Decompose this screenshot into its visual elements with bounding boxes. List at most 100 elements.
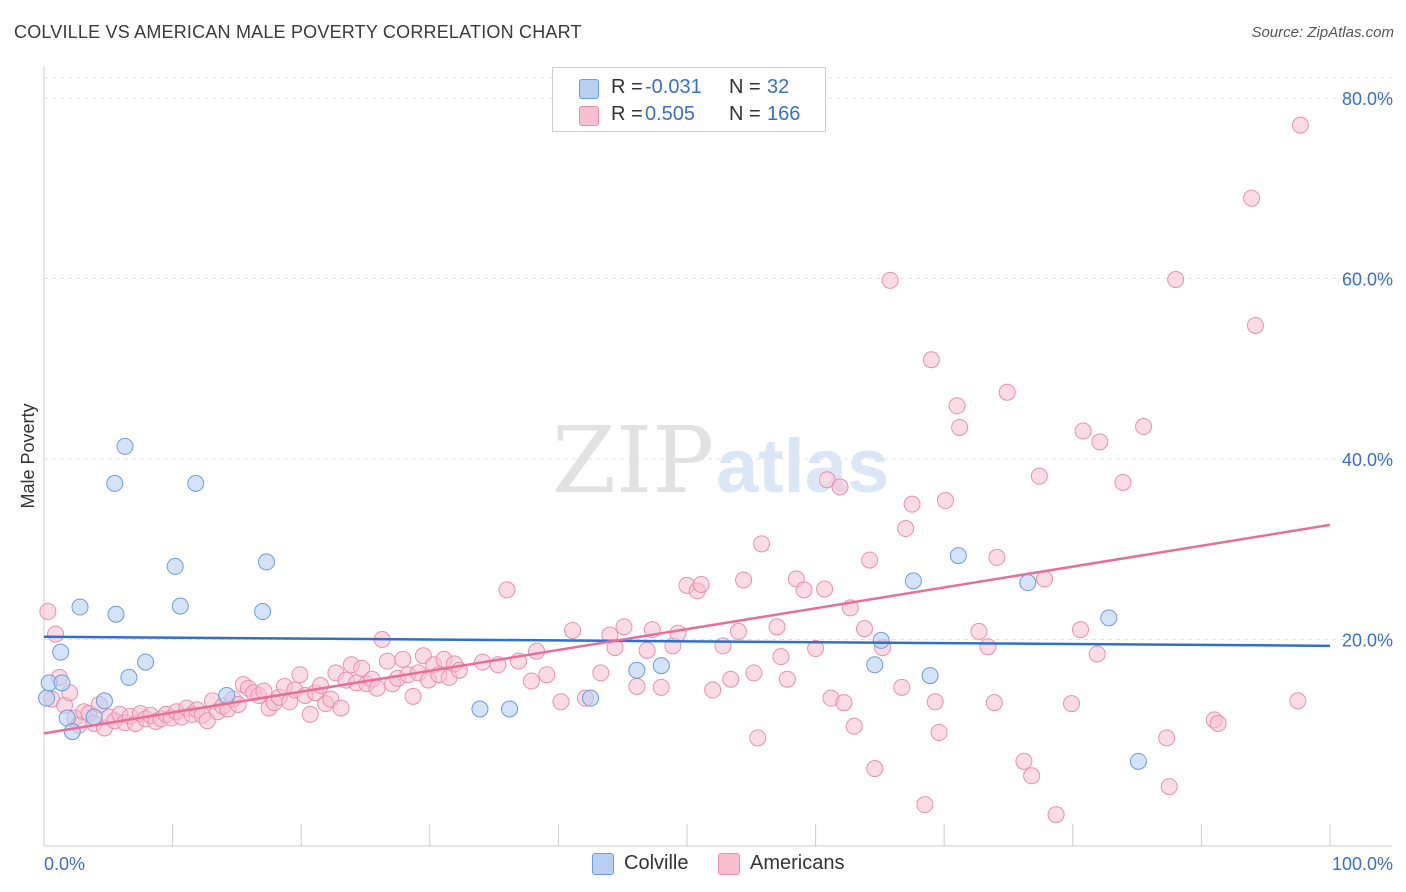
americans-point (1036, 570, 1054, 588)
colville-point (53, 674, 71, 692)
colville-point (116, 437, 134, 455)
americans-point (1135, 418, 1153, 436)
americans-point (772, 648, 790, 666)
axes (43, 66, 1392, 847)
americans-point (903, 495, 921, 513)
y-tick-label: 80.0% (1342, 89, 1393, 109)
americans-point (753, 535, 771, 553)
colville-point (218, 686, 236, 704)
americans-point (1158, 729, 1176, 747)
colville-trend-line (43, 635, 1331, 648)
americans-point (291, 666, 309, 684)
colville-point (501, 700, 519, 718)
colville-point (1100, 609, 1118, 627)
watermark-zip: ZIP (552, 407, 714, 514)
americans-point (1243, 189, 1261, 207)
colville-point (95, 692, 113, 710)
americans-point (332, 699, 350, 717)
americans-point (498, 581, 516, 599)
americans-point (1015, 752, 1033, 770)
americans-point (1114, 473, 1132, 491)
americans-point (722, 670, 740, 688)
americans-point (1030, 467, 1048, 485)
americans-point (855, 620, 873, 638)
americans-point (1246, 316, 1264, 334)
legend: R = -0.031 N = 32 R = 0.505 N = 166 (552, 67, 826, 132)
colville-swatch (579, 79, 599, 99)
legend-n-value: 166 (767, 103, 801, 125)
legend-r-label: R = (611, 76, 643, 98)
colville-point (257, 553, 275, 571)
americans-point (988, 548, 1006, 566)
americans-point (528, 642, 546, 660)
watermark-atlas: atlas (716, 424, 889, 509)
americans-point (866, 760, 884, 778)
americans-point (835, 694, 853, 712)
americans-point (845, 717, 863, 735)
americans-point (1072, 621, 1090, 639)
americans-point (714, 637, 732, 655)
colville-point (187, 474, 205, 492)
americans-point (985, 694, 1003, 712)
y-tick-label: 60.0% (1342, 270, 1393, 290)
colville-point (71, 598, 89, 616)
americans-point (301, 705, 319, 723)
colville-point (1129, 752, 1147, 770)
americans-point (998, 383, 1016, 401)
americans-point (897, 520, 915, 538)
americans-point (818, 471, 836, 489)
americans-point (951, 418, 969, 436)
colville-point (949, 547, 967, 565)
americans-point (394, 650, 412, 668)
americans-point (729, 622, 747, 640)
colville-point (582, 689, 600, 707)
americans-point (39, 603, 57, 621)
colville-point (872, 631, 890, 649)
americans-swatch (718, 853, 740, 875)
legend-r-value: 0.505 (645, 103, 696, 125)
colville-point (52, 643, 70, 661)
colville-point (171, 597, 189, 615)
chart-title: COLVILLE VS AMERICAN MALE POVERTY CORREL… (14, 22, 582, 42)
americans-point (615, 618, 633, 636)
americans-point (522, 672, 540, 690)
colville-point (85, 708, 103, 726)
colville-point (628, 661, 646, 679)
americans-point (936, 492, 954, 510)
americans-point (638, 641, 656, 659)
americans-point (1209, 714, 1227, 732)
colville-point (652, 657, 670, 675)
americans-point (704, 681, 722, 699)
americans-point (816, 580, 834, 598)
americans-point (378, 652, 396, 670)
americans-point (893, 678, 911, 696)
americans-point (47, 625, 65, 643)
americans-point (538, 666, 556, 684)
americans-point (1291, 116, 1309, 134)
americans-point (1074, 422, 1092, 440)
americans-point (1091, 433, 1109, 451)
gridlines (44, 77, 1392, 641)
colville-point (106, 474, 124, 492)
colville-point (107, 605, 125, 623)
americans-point (692, 575, 710, 593)
colville-point (166, 557, 184, 575)
americans-point (948, 397, 966, 415)
americans-point (353, 659, 371, 677)
americans-point (311, 677, 329, 695)
americans-point (1160, 778, 1178, 796)
y-tick-label: 20.0% (1342, 631, 1393, 651)
colville-point (471, 700, 489, 718)
americans-point (831, 478, 849, 496)
americans-point (669, 624, 687, 642)
chart-source: Source: ZipAtlas.com (1251, 24, 1394, 41)
americans-point (652, 678, 670, 696)
legend-r-label: R = (611, 103, 643, 125)
americans-point (552, 693, 570, 711)
americans-point (1063, 695, 1081, 713)
bottom-legend-label: Americans (750, 852, 845, 874)
americans-point (861, 551, 879, 569)
legend-n-value: 32 (767, 76, 790, 98)
trend-lines (43, 523, 1331, 735)
